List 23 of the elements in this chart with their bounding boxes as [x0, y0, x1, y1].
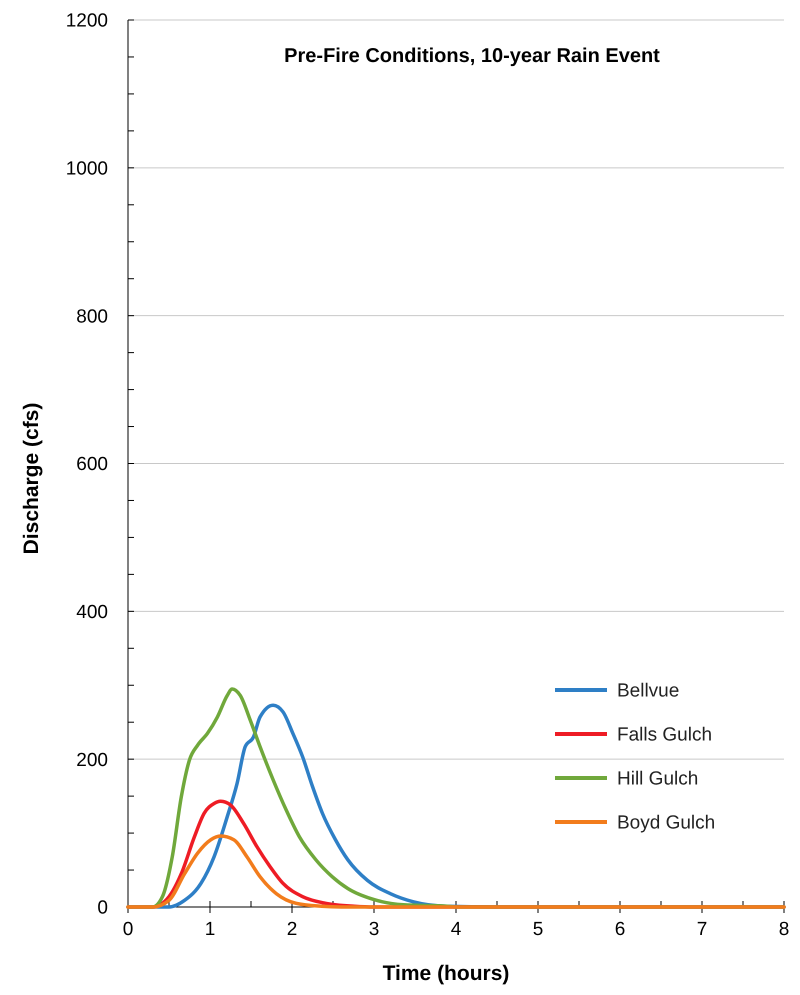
y-tick-label: 1000: [66, 158, 108, 180]
x-axis-title: Time (hours): [382, 962, 510, 985]
x-tick-label: 2: [286, 919, 298, 940]
x-tick-label: 1: [204, 919, 216, 940]
y-tick-label: 1200: [66, 10, 108, 32]
y-tick-label: 400: [76, 602, 108, 623]
x-tick-label: 6: [614, 919, 626, 940]
legend-label: Hill Gulch: [617, 768, 698, 790]
legend-label: Boyd Gulch: [617, 812, 716, 834]
text: Pre-Fire Conditions, 10-year Rain Event: [284, 45, 660, 67]
x-tick-label: 0: [122, 919, 134, 940]
y-axis-title: Discharge (cfs): [20, 402, 43, 554]
x-tick-label: 4: [450, 919, 462, 940]
legend-label: Bellvue: [617, 680, 680, 702]
x-tick-label: 8: [778, 919, 790, 940]
legend-label: Falls Gulch: [617, 724, 712, 746]
y-tick-label: 0: [97, 898, 108, 919]
x-tick-label: 5: [532, 919, 544, 940]
y-tick-label: 600: [76, 454, 108, 476]
x-tick-label: 3: [368, 919, 380, 940]
y-tick-label: 200: [76, 750, 108, 771]
y-tick-label: 800: [76, 306, 108, 328]
x-tick-label: 7: [696, 919, 708, 940]
